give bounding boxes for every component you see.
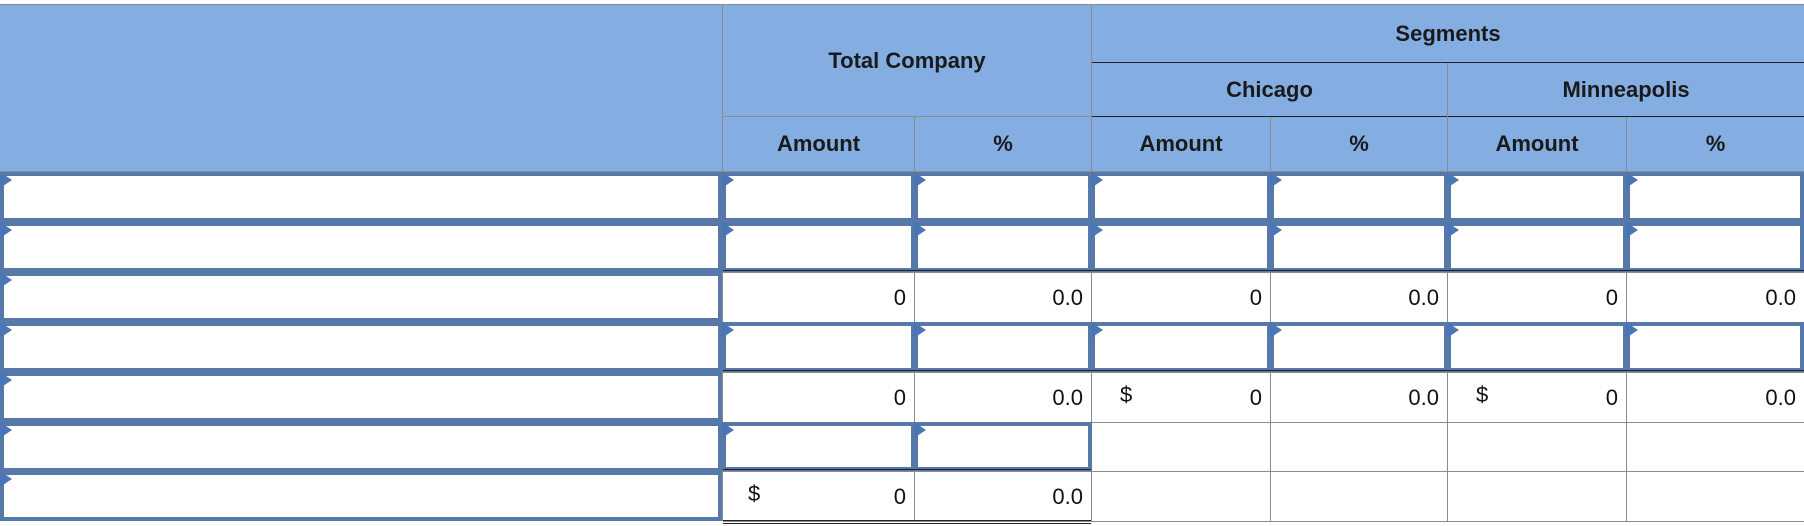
- row-3-total-percent-value: 0.0: [915, 273, 1091, 322]
- row-3-chicago-amount-value: 0: [1092, 273, 1270, 322]
- chicago-amount-label: Amount: [1139, 131, 1223, 156]
- row-7-total-percent-text: 0.0: [1052, 483, 1083, 509]
- row-4-chicago-amount-input[interactable]: [1091, 322, 1271, 372]
- header-bottom-border: [0, 171, 1804, 172]
- row-1-total-percent-input[interactable]: [914, 172, 1092, 222]
- row-5-label-input[interactable]: [0, 372, 722, 422]
- row-2-label-input[interactable]: [0, 222, 722, 272]
- header-total-amount: Amount: [723, 117, 914, 171]
- row-3-label-input[interactable]: [0, 272, 722, 322]
- row-5-minneapolis-percent-value: 0.0: [1627, 373, 1804, 422]
- row-1-minneapolis-percent-input[interactable]: [1626, 172, 1804, 222]
- subheader-underline: [1092, 116, 1804, 117]
- row-7-total-percent-value: 0.0: [915, 472, 1091, 521]
- row-3-minneapolis-percent-value: 0.0: [1627, 273, 1804, 322]
- row-3-chicago-amount-text: 0: [1249, 284, 1262, 310]
- row-7-underline: [723, 469, 1091, 470]
- header-chicago-percent: %: [1271, 117, 1447, 171]
- row-5-total-percent-value: 0.0: [915, 373, 1091, 422]
- row-5-minneapolis-percent-text: 0.0: [1765, 384, 1796, 410]
- total-percent-label: %: [993, 131, 1013, 156]
- row-4-minneapolis-amount-input[interactable]: [1447, 322, 1627, 372]
- row-3-chicago-percent-value: 0.0: [1271, 273, 1447, 322]
- row-2-total-percent-input[interactable]: [914, 222, 1092, 272]
- row-line-4: [723, 372, 1804, 373]
- header-blank-cell: [0, 5, 722, 171]
- total-company-label: Total Company: [828, 47, 986, 73]
- row-line-7: [723, 521, 1804, 522]
- minneapolis-percent-label: %: [1705, 131, 1726, 156]
- total-company-underline: [723, 116, 1091, 117]
- row-5-total-amount-text: 0: [893, 384, 906, 410]
- row-2-chicago-amount-input[interactable]: [1091, 222, 1271, 272]
- row-7-double-underline-top: [723, 520, 1091, 521]
- row-5-chicago-dollar-sign: $: [1120, 382, 1133, 407]
- row-1-chicago-amount-input[interactable]: [1091, 172, 1271, 222]
- col-divider-minneapolis-pct: [1626, 117, 1627, 521]
- row-3-minneapolis-percent-text: 0.0: [1765, 284, 1796, 310]
- row-6-total-percent-input[interactable]: [914, 422, 1092, 471]
- row-4-total-amount-input[interactable]: [722, 322, 915, 372]
- row-5-chicago-amount-value: 0: [1092, 373, 1270, 422]
- segments-underline: [1092, 62, 1804, 63]
- row-5-chicago-amount-text: 0: [1249, 384, 1262, 410]
- header-minneapolis: Minneapolis: [1448, 63, 1804, 116]
- row-5-minneapolis-dollar-sign: $: [1476, 382, 1489, 407]
- header-minneapolis-amount: Amount: [1448, 117, 1626, 171]
- row-5-chicago-percent-value: 0.0: [1271, 373, 1447, 422]
- row-3-total-percent-text: 0.0: [1052, 284, 1083, 310]
- row-3-total-amount-value: 0: [723, 273, 914, 322]
- row-5-minneapolis-amount-text: 0: [1605, 384, 1618, 410]
- row-line-2: [723, 272, 1804, 273]
- header-chicago: Chicago: [1092, 63, 1447, 116]
- row-4-minneapolis-percent-input[interactable]: [1626, 322, 1804, 372]
- row-1-label-input[interactable]: [0, 172, 722, 222]
- row-5-chicago-percent-text: 0.0: [1408, 384, 1439, 410]
- row-4-label-input[interactable]: [0, 322, 722, 372]
- row-7-total-dollar-sign: $: [748, 481, 761, 506]
- row-5-minneapolis-amount-value: 0: [1448, 373, 1626, 422]
- col-divider-total-pct: [914, 117, 915, 521]
- minneapolis-label: Minneapolis: [1562, 76, 1690, 102]
- row-7-total-amount-value: 0: [723, 472, 914, 521]
- row-1-total-amount-input[interactable]: [722, 172, 915, 222]
- row-3-underline: [723, 270, 1804, 271]
- row-5-total-amount-value: 0: [723, 373, 914, 422]
- row-4-total-percent-input[interactable]: [914, 322, 1092, 372]
- row-3-minneapolis-amount-text: 0: [1605, 284, 1618, 310]
- col-divider-minneapolis: [1447, 63, 1448, 521]
- chicago-percent-label: %: [1349, 131, 1369, 156]
- header-total-percent: %: [915, 117, 1091, 171]
- row-2-chicago-percent-input[interactable]: [1270, 222, 1448, 272]
- header-chicago-amount: Amount: [1092, 117, 1270, 171]
- row-5-total-percent-text: 0.0: [1052, 384, 1083, 410]
- row-6-total-amount-input[interactable]: [722, 422, 915, 471]
- col-divider-chicago-pct: [1270, 117, 1271, 521]
- row-3-total-amount-text: 0: [893, 284, 906, 310]
- row-2-minneapolis-percent-input[interactable]: [1626, 222, 1804, 272]
- row-7-total-amount-text: 0: [893, 483, 906, 509]
- row-7-double-underline-bottom: [723, 523, 1091, 524]
- row-2-minneapolis-amount-input[interactable]: [1447, 222, 1627, 272]
- row-3-minneapolis-amount-value: 0: [1448, 273, 1626, 322]
- row-4-chicago-percent-input[interactable]: [1270, 322, 1448, 372]
- row-3-chicago-percent-text: 0.0: [1408, 284, 1439, 310]
- header-minneapolis-percent: %: [1627, 117, 1804, 171]
- row-7-label-input[interactable]: [0, 471, 722, 521]
- header-segments: Segments: [1092, 5, 1804, 62]
- row-line-5: [723, 422, 1804, 423]
- row-5-underline: [723, 370, 1804, 371]
- row-1-minneapolis-amount-input[interactable]: [1447, 172, 1627, 222]
- chicago-label: Chicago: [1226, 76, 1313, 102]
- total-amount-label: Amount: [776, 131, 861, 156]
- minneapolis-amount-label: Amount: [1495, 131, 1579, 156]
- top-border: [0, 4, 1804, 5]
- row-1-chicago-percent-input[interactable]: [1270, 172, 1448, 222]
- row-2-total-amount-input[interactable]: [722, 222, 915, 272]
- row-line-6: [723, 471, 1804, 472]
- segments-label: Segments: [1395, 20, 1501, 46]
- header-total-company: Total Company: [723, 5, 1091, 116]
- row-6-label-input[interactable]: [0, 422, 722, 472]
